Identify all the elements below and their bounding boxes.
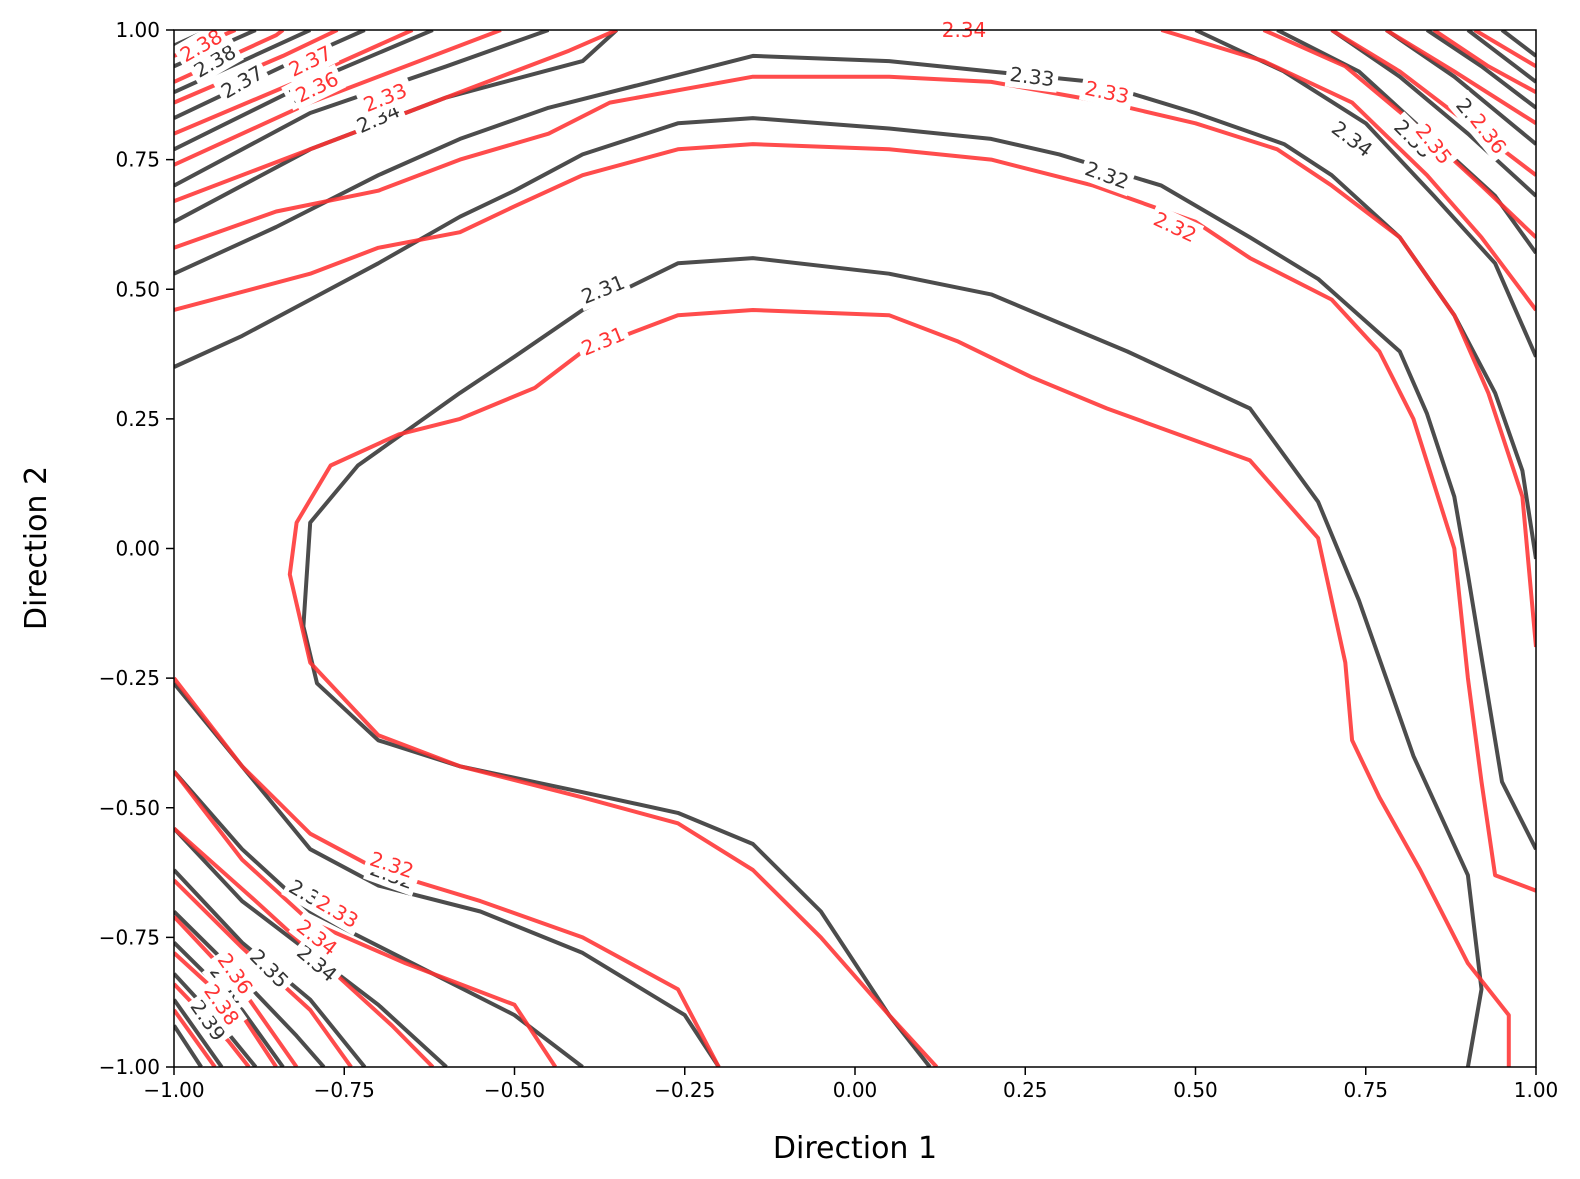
contour-label-background <box>574 267 632 312</box>
contour-line-2-32 <box>174 142 1536 893</box>
contour-line-2-32 <box>174 116 1536 851</box>
contour-label-background <box>1146 204 1205 250</box>
contour-label-background <box>172 21 231 70</box>
contour-line-2-37 <box>174 941 285 1067</box>
contour-label-background <box>209 944 261 1003</box>
contour-line-2-35 <box>174 30 502 167</box>
contour-label-background <box>287 63 347 111</box>
contour-label-background <box>356 75 415 120</box>
y-tick-label: −0.75 <box>99 925 160 949</box>
contour-line-2-39 <box>1466 30 1536 84</box>
contour-line-2-37 <box>174 30 339 105</box>
contour-line-2-36 <box>174 910 326 1067</box>
x-axis-label: Direction 1 <box>773 1131 937 1166</box>
contour-label-background <box>182 991 234 1050</box>
contour-line-2-36 <box>1330 30 1536 198</box>
contour-label-2-31: 2.31 <box>574 267 632 312</box>
contour-line-2-39 <box>174 998 224 1067</box>
contour-line-2-37 <box>174 30 366 120</box>
contour-label-background <box>1078 74 1136 111</box>
contour-label-background <box>288 936 346 990</box>
contour-labels: 2.312.322.322.332.332.342.342.342.352.35… <box>172 17 1515 1050</box>
y-axis-label: Direction 2 <box>19 466 54 630</box>
contour-line-2-37 <box>1385 30 1536 125</box>
contour-label-2-33: 2.33 <box>1004 60 1060 93</box>
contour-label-background <box>185 36 244 86</box>
contour-line-2-34 <box>1160 30 1536 312</box>
y-tick-label: −1.00 <box>99 1055 160 1079</box>
y-tick-label: 0.75 <box>115 148 160 172</box>
contour-line-2-40 <box>1500 30 1536 58</box>
contour-line-2-34 <box>174 30 618 203</box>
contour-label-background <box>213 57 272 107</box>
contour-label-background <box>288 911 346 964</box>
contour-line-2-39 <box>1473 30 1536 69</box>
y-tick-label: 0.00 <box>115 537 160 561</box>
y-tick-label: 1.00 <box>115 18 160 42</box>
x-tick-label: −0.75 <box>314 1078 375 1102</box>
x-tick-label: −0.50 <box>484 1078 545 1102</box>
contour-line-2-31 <box>301 256 1484 1067</box>
y-axis-ticks: −1.00 −0.75 −0.50 −0.25 0.00 0.25 0.50 0.75 1.00 <box>99 18 174 1079</box>
contour-line-2-38 <box>1425 30 1536 110</box>
contour-label-background <box>1462 105 1515 163</box>
contour-line-2-40 <box>174 1024 203 1067</box>
contour-label-background <box>1323 112 1381 165</box>
contour-label-background <box>1407 115 1461 173</box>
contour-label-text: 2.33 <box>1009 62 1056 91</box>
y-tick-label: 0.50 <box>115 277 160 301</box>
contour-label-background <box>1078 154 1136 197</box>
x-tick-label: −1.00 <box>143 1078 204 1102</box>
contour-line-2-32 <box>174 676 721 1067</box>
y-tick-label: 0.25 <box>115 407 160 431</box>
contour-label-background <box>281 38 340 85</box>
contour-label-background <box>196 976 248 1034</box>
contour-line-2-33 <box>174 74 1536 648</box>
x-tick-label: 1.00 <box>1514 1078 1559 1102</box>
contour-line-2-33 <box>174 770 558 1067</box>
contour-label-background <box>308 887 367 936</box>
x-tick-label: 0.00 <box>833 1078 878 1102</box>
contour-label-background <box>1004 60 1060 93</box>
x-tick-label: −0.25 <box>654 1078 715 1102</box>
x-tick-label: 0.50 <box>1173 1078 1218 1102</box>
contour-label-background <box>241 940 297 997</box>
y-tick-label: −0.50 <box>99 796 160 820</box>
x-axis-ticks: −1.00 −0.75 −0.50 −0.25 0.00 0.25 0.50 0.75 1.00 <box>143 1067 1558 1102</box>
contour-line-2-38 <box>1432 30 1536 94</box>
contour-label-background <box>574 319 632 363</box>
y-tick-label: −0.25 <box>99 666 160 690</box>
x-tick-label: 0.25 <box>1003 1078 1048 1102</box>
x-tick-label: 0.75 <box>1343 1078 1388 1102</box>
contour-line-2-39 <box>174 1008 217 1067</box>
contour-label-background <box>363 844 421 886</box>
